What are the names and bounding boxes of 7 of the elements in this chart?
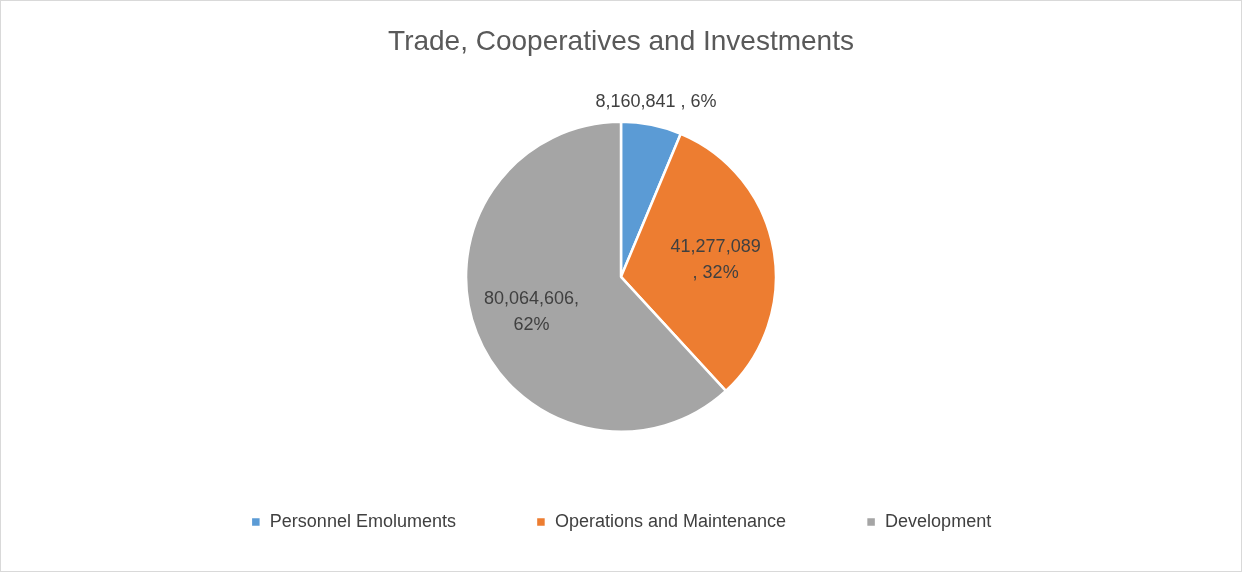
legend-label: Development xyxy=(885,510,992,531)
chart-title: Trade, Cooperatives and Investments xyxy=(388,24,854,56)
legend-label: Personnel Emoluments xyxy=(269,510,456,531)
data-label: 8,160,841 , 6% xyxy=(595,91,717,112)
data-label: 41,277,089 , 32% xyxy=(670,236,761,283)
legend-label: Operations and Maintenance xyxy=(554,510,787,531)
data-label: 80,064,606, 62% xyxy=(483,287,580,334)
